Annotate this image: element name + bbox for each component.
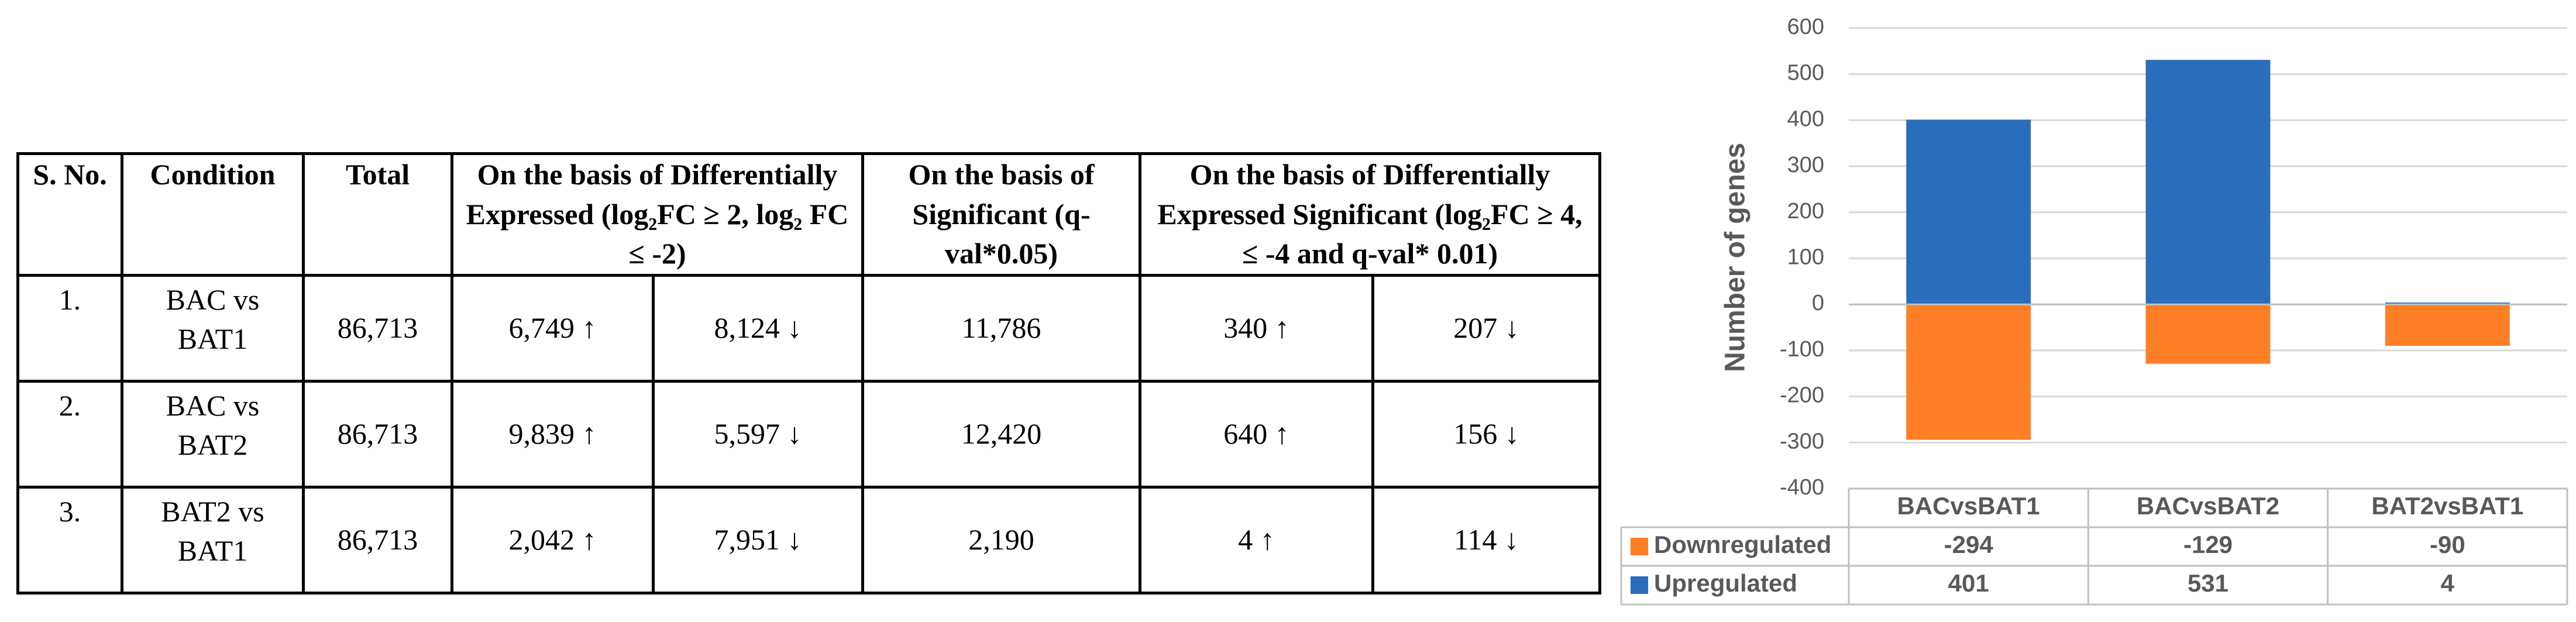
header-cell: On the basis of Differentially Expressed…	[450, 152, 864, 277]
y-tick-label: 400	[1787, 106, 1824, 131]
table-cell: 3.	[16, 485, 123, 595]
table-row: 3. BAT2 vs BAT1 86,713 2,042 ↑ 7,951 ↓ 2,190 4…	[16, 485, 1602, 595]
table-cell: BAC vs BAT2	[121, 379, 305, 489]
y-tick-label: -300	[1780, 429, 1824, 453]
header-row: S. No. Condition Total On the basis of Diff…	[16, 152, 1602, 277]
header-cell: On the basis of Significant (q-val*0.05)	[861, 152, 1141, 277]
table-cell: 6,749 ↑	[450, 273, 655, 383]
table-cell: 2,042 ↑	[450, 485, 655, 595]
legend-label: Downregulated	[1654, 531, 1831, 558]
data-label: 4	[2441, 569, 2455, 597]
bar	[1906, 119, 2031, 305]
legend-swatch	[1631, 538, 1648, 555]
y-tick-label: -200	[1780, 383, 1824, 408]
table-row: 2. BAC vs BAT2 86,713 9,839 ↑ 5,597 ↓ 12,420 6…	[16, 379, 1602, 489]
header-cell: Total	[302, 152, 453, 277]
y-axis-label: Number of genes	[1720, 143, 1751, 372]
data-label: -129	[2183, 531, 2233, 558]
y-tick-label: 300	[1787, 153, 1824, 177]
bar	[1906, 304, 2031, 440]
header-cell: S. No.	[16, 152, 123, 277]
x-tick-label: BAT2vsBAT1	[2371, 492, 2523, 520]
table-cell: 86,713	[302, 379, 453, 489]
table-cell: 1.	[16, 273, 123, 383]
y-tick-label: 600	[1787, 15, 1824, 39]
y-tick-label: 200	[1787, 199, 1824, 224]
table-row: 1. BAC vs BAT1 86,713 6,749 ↑ 8,124 ↓ 11,786 3…	[16, 273, 1602, 383]
data-label: -294	[1944, 531, 1994, 558]
data-label: 531	[2188, 569, 2228, 597]
table-cell: BAC vs BAT1	[121, 273, 305, 383]
table-cell: 11,786	[861, 273, 1141, 383]
data-label: -90	[2430, 531, 2465, 558]
table-cell: 156 ↓	[1371, 379, 1602, 489]
table-cell: 9,839 ↑	[450, 379, 655, 489]
bar	[2145, 60, 2271, 305]
table-cell: BAT2 vs BAT1	[121, 485, 305, 595]
x-tick-label: BACvsBAT1	[1897, 492, 2040, 520]
table-cell: 5,597 ↓	[652, 379, 864, 489]
y-tick-label: 0	[1812, 291, 1824, 315]
table-cell: 12,420	[861, 379, 1141, 489]
table-cell: 640 ↑	[1139, 379, 1374, 489]
y-tick-label: 500	[1787, 61, 1824, 85]
results-table: S. No. Condition Total On the basis of Diff…	[16, 152, 1602, 595]
header-cell: On the basis of Differentially Expressed…	[1138, 152, 1602, 277]
bar	[2385, 304, 2510, 346]
table-cell: 2,190	[861, 485, 1141, 595]
table-cell: 8,124 ↓	[652, 273, 864, 383]
table-cell: 86,713	[302, 273, 453, 383]
table-cell: 86,713	[302, 485, 453, 595]
y-tick-label: -400	[1780, 475, 1824, 500]
table-cell: 4 ↑	[1139, 485, 1374, 595]
y-tick-label: 100	[1787, 245, 1824, 270]
bar	[2145, 304, 2271, 364]
header-cell: Condition	[121, 152, 305, 277]
table-cell: 2.	[16, 379, 123, 489]
table-cell: 7,951 ↓	[652, 485, 864, 595]
table-body: 1. BAC vs BAT1 86,713 6,749 ↑ 8,124 ↓ 11,786 3…	[16, 273, 1602, 595]
table-cell: 207 ↓	[1371, 273, 1602, 383]
data-label: 401	[1948, 569, 1989, 597]
table-cell: 340 ↑	[1139, 273, 1374, 383]
table-cell: 114 ↓	[1371, 485, 1602, 595]
bar	[2385, 303, 2510, 305]
y-tick-label: -100	[1780, 337, 1824, 362]
x-tick-label: BACvsBAT2	[2137, 492, 2279, 520]
legend-label: Upregulated	[1654, 569, 1797, 597]
legend-swatch	[1631, 576, 1648, 594]
